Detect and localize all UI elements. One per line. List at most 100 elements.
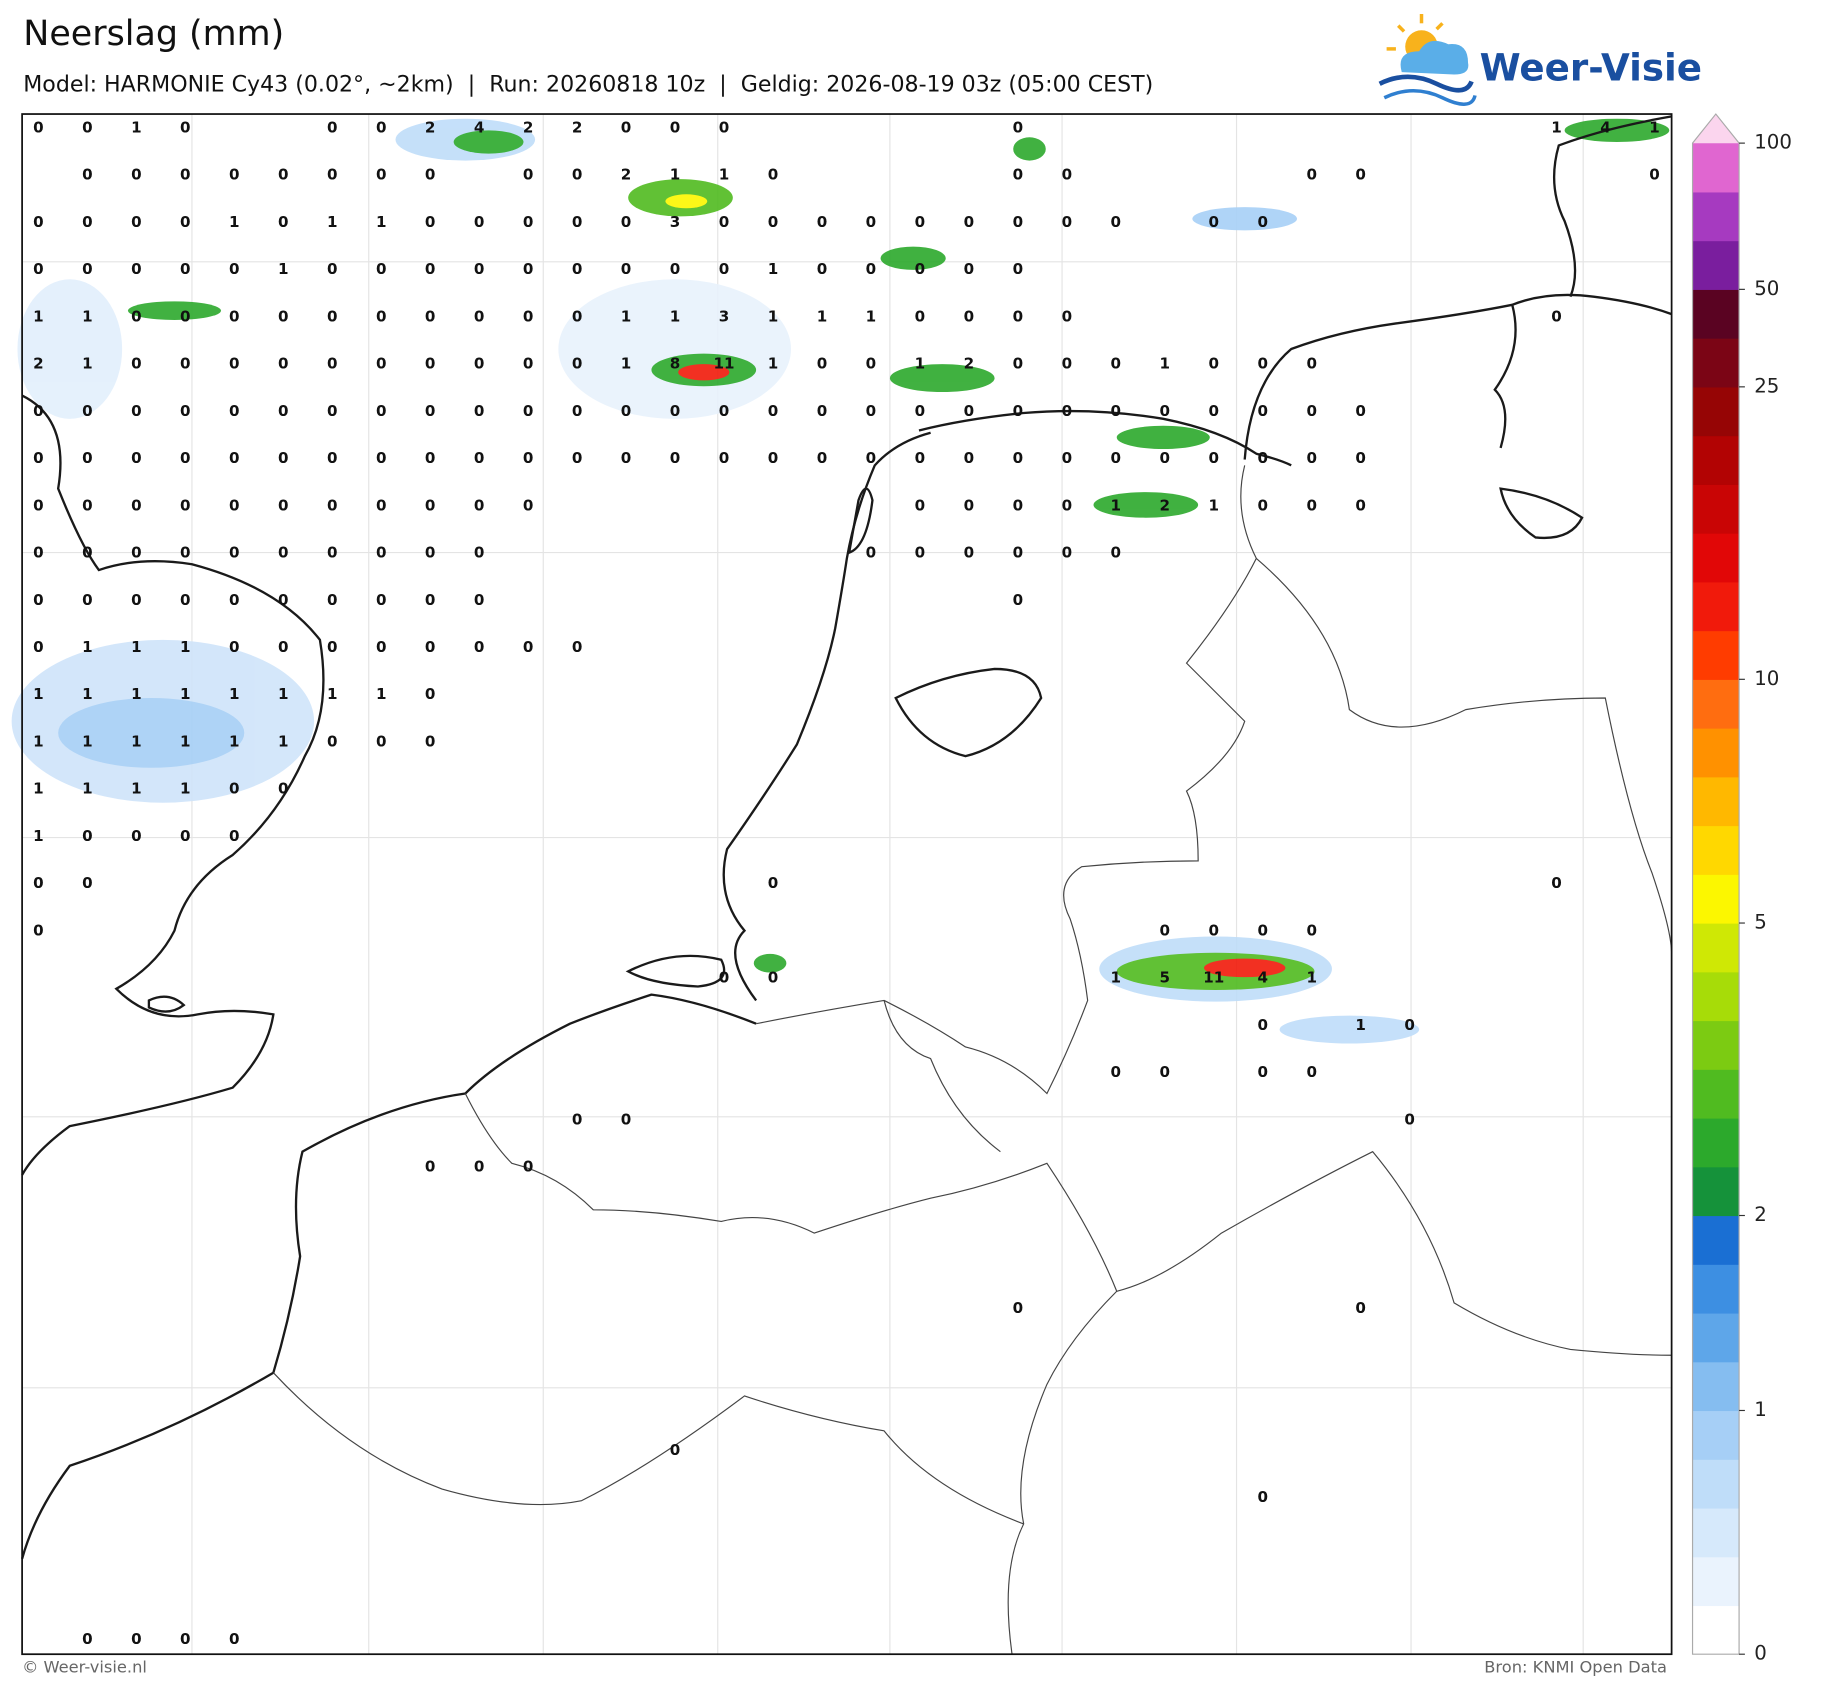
precip-value: 2 (964, 355, 975, 373)
precip-value: 0 (1160, 449, 1171, 467)
colorbar-band (1692, 630, 1740, 680)
precip-value: 0 (1062, 544, 1073, 562)
precip-value: 0 (376, 260, 387, 278)
precip-value: 0 (327, 732, 338, 750)
precip-value: 0 (1208, 921, 1219, 939)
precip-value: 0 (915, 213, 926, 231)
precip-value: 0 (1355, 402, 1366, 420)
colorbar-band (1692, 825, 1740, 875)
precip-value: 0 (278, 166, 289, 184)
precip-value: 0 (33, 213, 44, 231)
precip-value: 0 (180, 591, 191, 609)
precip-value: 1 (327, 685, 338, 703)
precip-value: 0 (131, 544, 142, 562)
precip-value: 2 (621, 166, 632, 184)
precip-value: 0 (768, 213, 779, 231)
precip-value: 0 (1013, 402, 1024, 420)
precip-value: 0 (327, 544, 338, 562)
colorbar-band (1692, 1556, 1740, 1607)
precip-value: 0 (1160, 921, 1171, 939)
precip-value: 0 (670, 260, 681, 278)
precip-value: 1 (866, 307, 877, 325)
precip-value: 0 (278, 449, 289, 467)
precip-value: 0 (82, 449, 93, 467)
precip-value: 1 (1551, 119, 1562, 137)
precip-value: 0 (229, 355, 240, 373)
precip-value: 0 (1306, 166, 1317, 184)
precip-value: 0 (1306, 402, 1317, 420)
precip-value: 1 (278, 732, 289, 750)
precip-value: 1 (768, 260, 779, 278)
precip-value: 0 (1013, 213, 1024, 231)
colorbar-band (1692, 1605, 1740, 1655)
precip-value: 0 (621, 1110, 632, 1128)
precip-value: 0 (376, 355, 387, 373)
precip-value: 1 (131, 780, 142, 798)
precip-value: 11 (714, 355, 735, 373)
precip-value: 1 (768, 307, 779, 325)
precip-value: 1 (229, 685, 240, 703)
precip-value: 0 (1062, 213, 1073, 231)
precip-value: 1 (180, 780, 191, 798)
precip-value: 0 (670, 119, 681, 137)
precip-value: 0 (33, 449, 44, 467)
precip-value: 0 (33, 402, 44, 420)
precip-value: 0 (768, 874, 779, 892)
colorbar-tick-label: 10 (1754, 667, 1779, 690)
precip-value: 0 (915, 402, 926, 420)
precip-value: 0 (719, 449, 730, 467)
precip-value: 0 (817, 260, 828, 278)
precip-value: 0 (376, 591, 387, 609)
precip-value: 1 (327, 213, 338, 231)
precip-value: 0 (229, 496, 240, 514)
precip-value: 0 (1355, 1299, 1366, 1317)
precip-value: 0 (1013, 355, 1024, 373)
precip-value: 0 (376, 119, 387, 137)
precip-value: 0 (474, 449, 485, 467)
precip-value: 0 (523, 638, 534, 656)
precip-value: 0 (327, 591, 338, 609)
precip-value: 1 (768, 355, 779, 373)
precip-value: 0 (1355, 166, 1366, 184)
colorbar-tick-label: 0 (1754, 1642, 1767, 1665)
precip-value: 0 (964, 496, 975, 514)
colorbar-band (1692, 1410, 1740, 1460)
precip-value: 0 (131, 260, 142, 278)
precip-value: 0 (229, 780, 240, 798)
precip-value: 1 (1355, 1016, 1366, 1034)
precip-value: 0 (180, 307, 191, 325)
precip-value: 0 (278, 307, 289, 325)
precip-value: 0 (425, 1158, 436, 1176)
precip-value: 0 (1208, 449, 1219, 467)
precip-value: 0 (474, 307, 485, 325)
precip-value: 1 (1111, 496, 1122, 514)
precip-value: 0 (817, 355, 828, 373)
precip-value: 0 (768, 402, 779, 420)
precip-value: 0 (425, 591, 436, 609)
precip-value: 0 (82, 119, 93, 137)
precip-value: 0 (1404, 1110, 1415, 1128)
precip-value: 0 (1257, 213, 1268, 231)
colorbar-band (1692, 1361, 1740, 1412)
precip-value: 0 (229, 544, 240, 562)
colorbar-band (1692, 386, 1740, 437)
precip-value: 0 (1013, 166, 1024, 184)
precip-value: 0 (1306, 355, 1317, 373)
precip-value: 0 (964, 402, 975, 420)
precip-value: 0 (915, 260, 926, 278)
precip-value: 0 (327, 402, 338, 420)
precip-value: 0 (523, 355, 534, 373)
precip-value: 0 (1013, 307, 1024, 325)
precip-value: 1 (1111, 969, 1122, 987)
precip-value: 0 (621, 449, 632, 467)
precip-value: 0 (1111, 355, 1122, 373)
precip-value: 0 (376, 166, 387, 184)
precip-value: 1 (131, 638, 142, 656)
precip-value: 0 (33, 591, 44, 609)
precip-value: 0 (131, 166, 142, 184)
precip-value: 0 (229, 638, 240, 656)
precip-value: 1 (131, 732, 142, 750)
precip-value: 11 (1203, 969, 1224, 987)
logo-icon (1378, 13, 1477, 106)
